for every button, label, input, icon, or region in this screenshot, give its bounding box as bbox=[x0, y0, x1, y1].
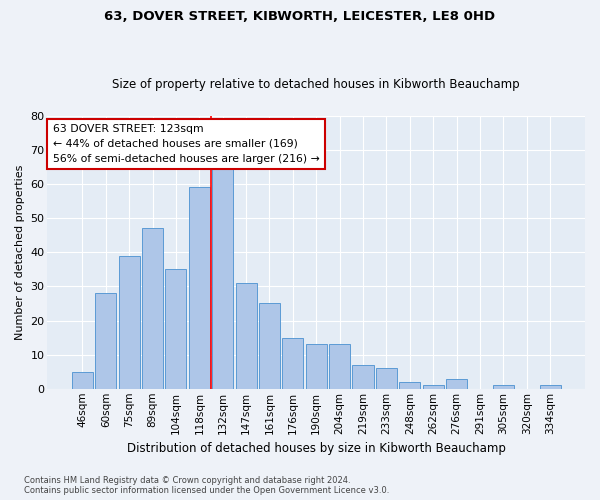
Bar bbox=[283, 338, 304, 389]
Bar bbox=[212, 160, 233, 389]
Bar bbox=[352, 365, 374, 389]
Bar bbox=[446, 378, 467, 389]
Text: 63, DOVER STREET, KIBWORTH, LEICESTER, LE8 0HD: 63, DOVER STREET, KIBWORTH, LEICESTER, L… bbox=[104, 10, 496, 23]
Bar bbox=[236, 283, 257, 389]
Y-axis label: Number of detached properties: Number of detached properties bbox=[15, 164, 25, 340]
Text: Contains HM Land Registry data © Crown copyright and database right 2024.
Contai: Contains HM Land Registry data © Crown c… bbox=[24, 476, 389, 495]
Bar bbox=[493, 386, 514, 389]
Bar bbox=[189, 188, 210, 389]
Bar bbox=[72, 372, 93, 389]
Bar bbox=[399, 382, 420, 389]
Title: Size of property relative to detached houses in Kibworth Beauchamp: Size of property relative to detached ho… bbox=[112, 78, 520, 91]
Bar bbox=[166, 270, 187, 389]
Bar bbox=[142, 228, 163, 389]
Text: 63 DOVER STREET: 123sqm
← 44% of detached houses are smaller (169)
56% of semi-d: 63 DOVER STREET: 123sqm ← 44% of detache… bbox=[53, 124, 320, 164]
Bar bbox=[422, 386, 443, 389]
Bar bbox=[259, 304, 280, 389]
Bar bbox=[95, 293, 116, 389]
X-axis label: Distribution of detached houses by size in Kibworth Beauchamp: Distribution of detached houses by size … bbox=[127, 442, 506, 455]
Bar bbox=[539, 386, 560, 389]
Bar bbox=[376, 368, 397, 389]
Bar bbox=[119, 256, 140, 389]
Bar bbox=[329, 344, 350, 389]
Bar bbox=[306, 344, 327, 389]
